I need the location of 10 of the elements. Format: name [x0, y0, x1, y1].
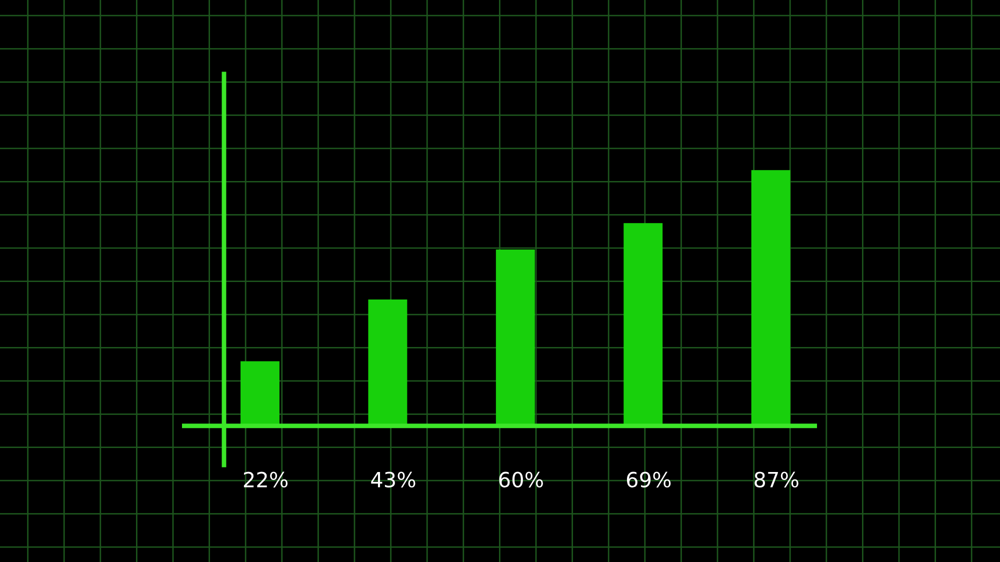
- bar: [624, 223, 663, 426]
- data-label: 87%: [754, 472, 798, 488]
- data-label: 22%: [244, 472, 288, 488]
- data-label: 60%: [499, 472, 543, 488]
- bar: [240, 361, 280, 426]
- data-label: 69%: [626, 472, 671, 488]
- bar: [751, 170, 790, 426]
- bar: [368, 300, 408, 426]
- bar: [496, 250, 535, 426]
- data-label: 43%: [371, 472, 416, 488]
